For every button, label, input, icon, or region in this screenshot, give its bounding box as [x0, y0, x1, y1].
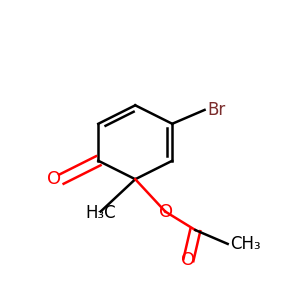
- Text: H₃C: H₃C: [85, 204, 116, 222]
- Text: O: O: [181, 251, 196, 269]
- Text: CH₃: CH₃: [230, 235, 261, 253]
- Text: Br: Br: [207, 101, 225, 119]
- Text: O: O: [47, 170, 62, 188]
- Text: O: O: [159, 202, 173, 220]
